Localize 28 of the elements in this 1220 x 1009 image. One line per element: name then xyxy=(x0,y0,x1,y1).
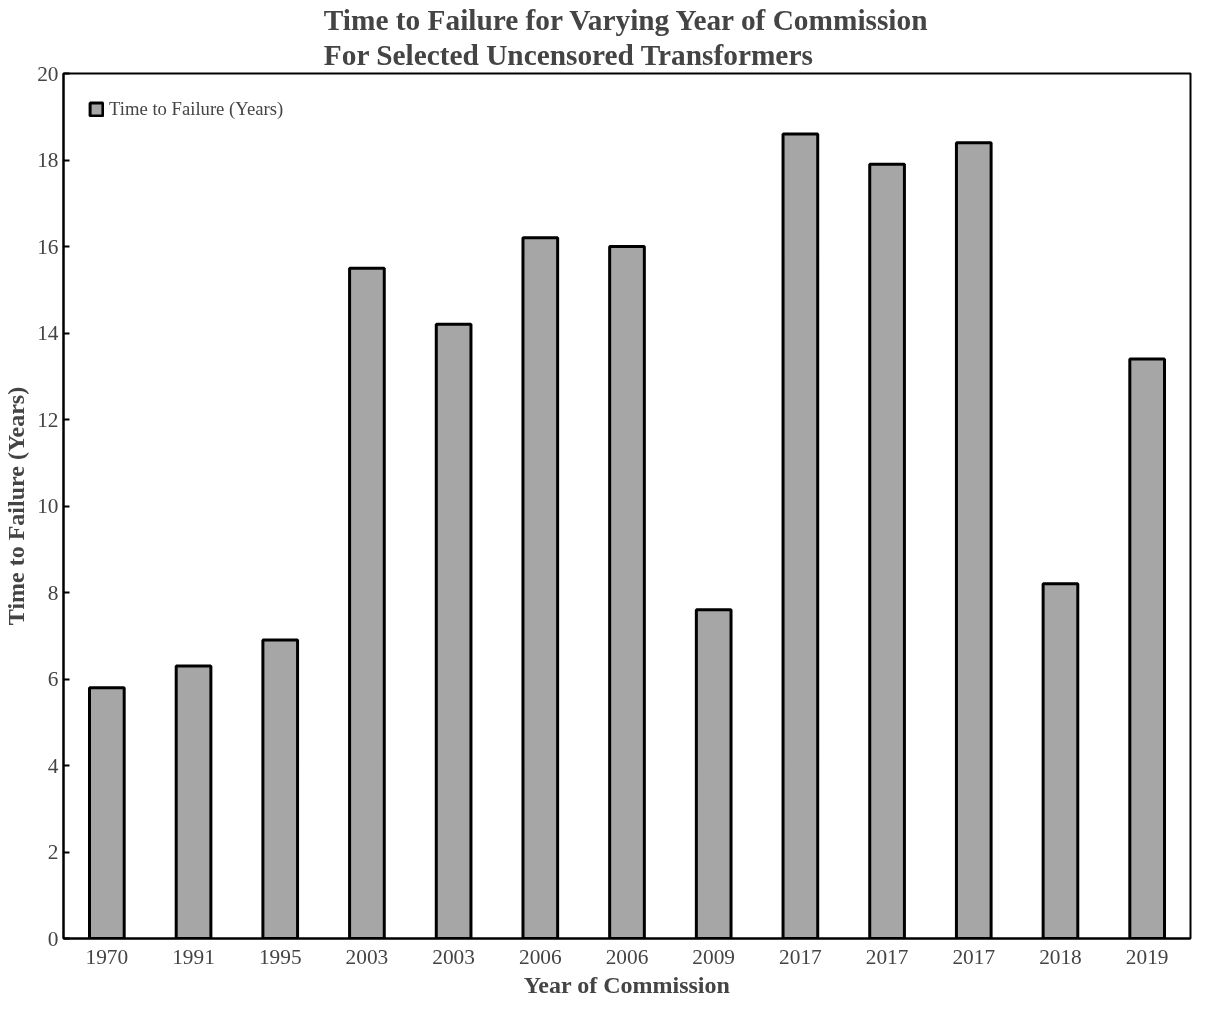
x-tick-label: 2006 xyxy=(605,944,649,969)
y-tick-label: 6 xyxy=(47,667,59,691)
x-tick-label: 1970 xyxy=(85,944,129,969)
x-tick-label: 2003 xyxy=(432,944,475,969)
y-tick-label: 16 xyxy=(37,234,59,259)
y-tick-label: 0 xyxy=(47,926,59,951)
x-tick-label: 2017 xyxy=(779,944,823,969)
x-tick-label: 2017 xyxy=(865,944,909,969)
y-tick-label: 4 xyxy=(47,753,59,778)
y-tick-label: 10 xyxy=(37,494,59,518)
y-tick-label: 20 xyxy=(37,61,59,86)
x-tick-label: 1995 xyxy=(258,944,302,969)
y-tick-label: 8 xyxy=(47,580,59,605)
x-tick-label: 2006 xyxy=(518,944,562,969)
x-tick-label: 2009 xyxy=(692,944,736,969)
y-tick-label: 12 xyxy=(37,407,59,432)
x-tick-label: 2017 xyxy=(952,944,996,969)
y-axis-title: Time to Failure (Years) xyxy=(3,386,30,626)
x-axis-title: Year of Commission xyxy=(523,971,730,998)
y-tick-label: 18 xyxy=(37,148,59,172)
y-tick-label: 14 xyxy=(37,321,59,345)
x-tick-label: 1991 xyxy=(172,944,215,969)
x-tick-label: 2003 xyxy=(345,944,389,969)
y-tick-label: 2 xyxy=(47,840,59,864)
chart-title: Time to Failure for Varying Year of Commission For Selected Uncensored Transformers xyxy=(323,4,928,72)
legend-label: Time to Failure (Years) xyxy=(109,98,284,120)
x-tick-label: 2018 xyxy=(1039,944,1082,969)
x-tick-label: 2019 xyxy=(1125,944,1169,969)
